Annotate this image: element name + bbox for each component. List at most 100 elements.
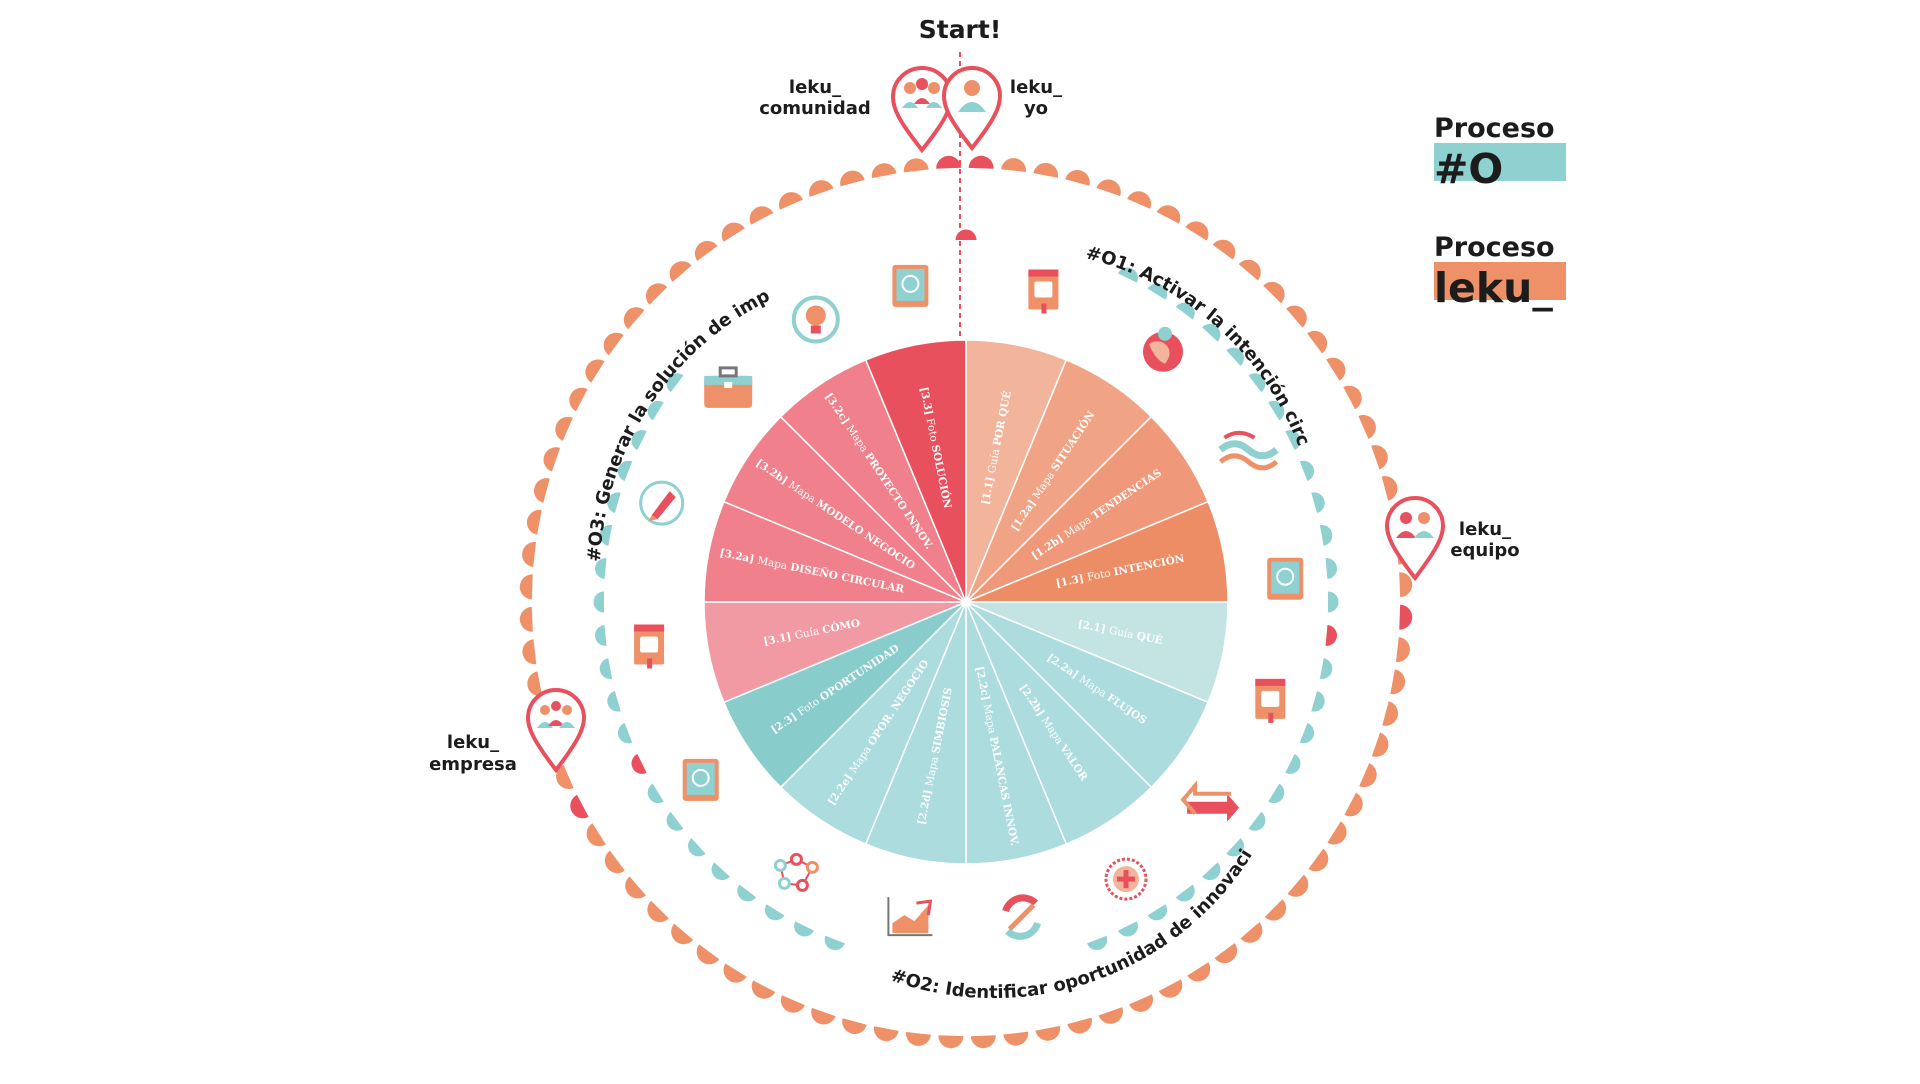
outer-ring-segment xyxy=(1240,922,1263,943)
inner-ring-segment xyxy=(794,921,814,937)
outer-ring-segment xyxy=(647,900,669,923)
outer-ring-segment xyxy=(625,876,646,899)
inner-ring-segment xyxy=(1325,558,1337,580)
outer-ring-segment xyxy=(780,995,805,1013)
svg-text:comunidad: comunidad xyxy=(759,98,871,119)
outer-ring-segment xyxy=(1067,1017,1092,1034)
inner-ring-segment xyxy=(1248,373,1266,393)
inner-ring-segment xyxy=(593,591,604,613)
outer-ring-segment xyxy=(1003,1031,1029,1046)
outer-ring-segment xyxy=(696,944,720,965)
outer-ring-segment xyxy=(1396,637,1410,662)
marker-yo: leku_ yo xyxy=(941,66,1062,152)
inner-ring-segment xyxy=(1299,460,1315,481)
inner-ring-segment xyxy=(1202,324,1221,342)
legend-title: leku_ xyxy=(1434,264,1553,312)
svg-text:equipo: equipo xyxy=(1450,540,1519,561)
inner-ring-segment xyxy=(737,884,757,902)
outer-ring-segment xyxy=(1308,848,1329,872)
outer-ring-segment xyxy=(1127,191,1152,209)
inner-ring-segment xyxy=(617,460,633,481)
pie-slice-label: [2.1] Guía QUÉ xyxy=(1077,616,1164,647)
inner-ring-segment xyxy=(617,723,633,744)
outer-ring-segment xyxy=(873,1026,899,1042)
outer-ring-segment xyxy=(1399,604,1413,630)
outer-ring-segment xyxy=(936,155,962,169)
inner-ring-segment xyxy=(1175,302,1195,320)
outer-ring-segment xyxy=(1098,1007,1123,1024)
inner-ring-segment xyxy=(1285,430,1301,450)
outer-ring-segment xyxy=(842,1018,867,1034)
inner-ring-segment xyxy=(1175,884,1195,902)
inner-ring-segment xyxy=(1311,492,1325,513)
legend-swatch-teal xyxy=(1434,143,1566,181)
inner-ring-segment xyxy=(824,935,845,951)
outer-ring-segment xyxy=(623,307,645,330)
outer-ring-segment xyxy=(840,170,865,187)
outer-ring-segment xyxy=(1371,732,1389,757)
outer-ring-segment xyxy=(534,478,550,503)
marker-comunidad: leku_ comunidad xyxy=(759,66,954,154)
outer-ring-segment xyxy=(1358,415,1376,439)
inner-ring xyxy=(593,229,1339,951)
person-icon xyxy=(941,66,1003,152)
inner-ring-segment xyxy=(595,558,607,580)
outer-ring-segment xyxy=(570,794,589,819)
briefcase-icon xyxy=(704,366,753,408)
outer-ring-segment xyxy=(1156,205,1181,224)
outer-ring-segment xyxy=(751,980,776,999)
outer-ring-segment xyxy=(671,923,694,945)
outer-ring-segment xyxy=(603,332,624,356)
outer-ring-segment xyxy=(555,416,573,441)
svg-text:yo: yo xyxy=(1024,98,1048,119)
network-icon xyxy=(773,852,819,892)
outer-ring-segment xyxy=(526,509,542,535)
inner-ring-segment xyxy=(1328,591,1339,613)
outer-ring-segment xyxy=(1264,899,1287,921)
outer-ring-segment xyxy=(1001,158,1026,172)
outer-ring-segment xyxy=(694,240,718,261)
outer-ring-segment xyxy=(779,192,803,210)
outer-ring-segment xyxy=(970,1035,996,1049)
outer-ring-segment xyxy=(527,671,543,697)
outer-ring-segment xyxy=(1185,221,1209,241)
inner-ring-segment xyxy=(955,229,977,240)
community-icon xyxy=(890,66,954,154)
book-icon xyxy=(1255,678,1286,723)
pie-slice-kind: Guía xyxy=(986,445,1003,475)
outer-ring-segment xyxy=(723,963,747,983)
outer-ring-segment xyxy=(556,765,574,789)
outer-ring-segment xyxy=(1326,357,1346,381)
svg-text:leku_: leku_ xyxy=(1459,519,1511,540)
inner-ring-segment xyxy=(1311,691,1325,712)
inner-ring-segment xyxy=(1147,283,1168,300)
outer-ring-segment xyxy=(543,447,561,472)
inner-ring-segment xyxy=(1118,267,1138,283)
svg-text:leku_: leku_ xyxy=(1010,77,1062,98)
outer-ring-segment xyxy=(1158,979,1183,998)
pencil-icon xyxy=(639,480,685,526)
tablet-icon xyxy=(682,758,719,801)
tablet-icon xyxy=(892,264,929,307)
outer-ring-segment xyxy=(1343,385,1362,410)
inner-ring-segment xyxy=(631,754,647,774)
inner-ring-segment xyxy=(1202,862,1221,880)
inner-ring-segment xyxy=(647,400,664,421)
inner-ring-segment xyxy=(599,658,613,679)
legend-proceso-leku: Proceso leku_ xyxy=(1434,232,1774,342)
team-icon xyxy=(1384,496,1446,582)
inner-ring-segment xyxy=(1118,921,1138,937)
outer-ring-segment xyxy=(1263,281,1285,304)
pie-slice-kind: Foto xyxy=(924,417,941,446)
outer-ring-segment xyxy=(871,163,897,179)
outer-ring-segment xyxy=(809,180,834,197)
outer-ring-segment xyxy=(811,1007,836,1025)
book-icon xyxy=(1028,269,1059,314)
inner-ring-segment xyxy=(1226,838,1244,857)
outer-ring-segment xyxy=(938,1035,964,1049)
inner-ring-segment xyxy=(1319,658,1333,679)
outer-ring-segment xyxy=(522,639,537,665)
inner-ring-segment xyxy=(764,904,785,921)
outer-ring-segment xyxy=(604,850,625,874)
